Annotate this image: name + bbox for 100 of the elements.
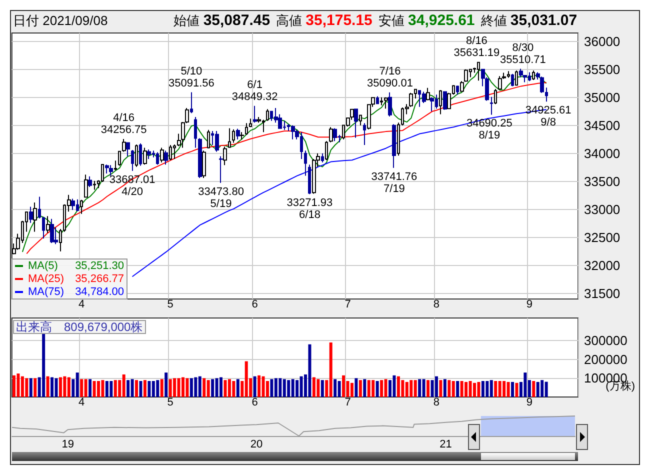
candlestick xyxy=(215,130,219,152)
bar xyxy=(498,381,502,397)
y-tick-label: 32000 xyxy=(584,258,620,273)
bar xyxy=(511,382,514,397)
bar xyxy=(392,375,396,397)
bar xyxy=(282,379,286,397)
candlestick xyxy=(245,122,248,136)
x-tick-label: 4 xyxy=(78,396,85,408)
bar xyxy=(186,378,189,397)
bar xyxy=(29,378,32,397)
bar xyxy=(42,332,46,397)
annotation: 33271.93 6/18 xyxy=(286,197,333,222)
bar xyxy=(506,382,510,397)
x-tick-label: 4 xyxy=(78,298,85,310)
candlestick xyxy=(131,150,134,172)
x-tick-label: 21 xyxy=(440,438,452,450)
bar xyxy=(34,378,37,397)
bar xyxy=(258,375,261,397)
x-tick-label: 7 xyxy=(344,396,351,408)
legend-label: MA(75) 34,784.00 xyxy=(28,286,124,298)
bar xyxy=(25,378,28,397)
annotation: 34925.61 9/8 xyxy=(525,104,572,129)
bar xyxy=(152,381,155,397)
candlestick xyxy=(460,80,464,92)
bar xyxy=(270,379,274,397)
bar xyxy=(88,379,92,397)
bar xyxy=(177,378,180,397)
candlestick xyxy=(223,146,227,166)
bar xyxy=(342,375,346,397)
candlestick xyxy=(135,144,138,168)
bar xyxy=(164,372,168,397)
bar xyxy=(220,377,223,397)
candlestick xyxy=(164,150,168,166)
bar xyxy=(380,380,384,397)
candlestick xyxy=(139,142,142,166)
candlestick xyxy=(511,73,514,87)
bar xyxy=(494,381,498,397)
bar xyxy=(130,379,134,397)
bar xyxy=(405,382,408,397)
bar xyxy=(358,380,362,397)
annotation: 33741.76 7/19 xyxy=(371,170,418,195)
candlestick xyxy=(147,148,151,160)
bar xyxy=(194,377,198,397)
candlestick xyxy=(160,147,164,163)
bar xyxy=(139,381,142,397)
candlestick xyxy=(29,206,33,224)
x-tick-label: 6 xyxy=(252,298,258,310)
bar xyxy=(181,377,184,397)
candlestick xyxy=(253,105,257,124)
text: MA(5) 35,251.30 xyxy=(28,260,124,272)
candlestick xyxy=(126,142,130,157)
candlestick xyxy=(430,96,434,112)
annotation: 33473.80 5/19 xyxy=(198,186,244,210)
bar xyxy=(54,378,58,397)
candlestick xyxy=(232,128,235,144)
candlestick xyxy=(202,150,206,179)
candlestick xyxy=(477,62,480,82)
candlestick xyxy=(329,126,333,143)
candlestick xyxy=(266,108,269,122)
bar xyxy=(287,380,290,397)
bar xyxy=(456,381,460,397)
x-tick-label: 9 xyxy=(526,298,532,310)
candlestick xyxy=(291,124,295,140)
candlestick xyxy=(456,85,459,96)
candlestick xyxy=(143,147,147,166)
candlestick xyxy=(207,129,210,149)
bar xyxy=(262,376,265,397)
y-tick-label: 32500 xyxy=(584,230,620,245)
bar xyxy=(401,380,404,397)
bar xyxy=(232,381,236,397)
candlestick xyxy=(156,152,159,166)
candlestick xyxy=(333,128,337,142)
bar xyxy=(396,376,400,397)
bar xyxy=(434,376,438,397)
annotation: 8/30 35510.71 xyxy=(500,42,546,66)
bar xyxy=(464,382,468,397)
x-tick-label: 19 xyxy=(62,438,74,450)
candlestick xyxy=(325,140,328,161)
bar xyxy=(126,380,130,397)
bar xyxy=(244,361,248,397)
bar xyxy=(84,379,88,397)
bar xyxy=(448,380,451,397)
bar xyxy=(418,379,422,397)
x-tick-label: 9 xyxy=(526,396,532,408)
bar xyxy=(190,378,193,397)
bar xyxy=(206,380,210,397)
candlestick xyxy=(190,92,193,114)
candlestick xyxy=(219,156,223,184)
candlestick xyxy=(308,164,311,195)
candlestick xyxy=(426,87,430,101)
x-tick-label: 8 xyxy=(433,298,440,310)
candlestick xyxy=(46,216,50,234)
candlestick xyxy=(33,202,37,232)
candlestick xyxy=(173,144,176,160)
bar xyxy=(532,381,536,397)
bar xyxy=(486,381,489,397)
annotation: 34690.25 8/19 xyxy=(466,118,512,142)
bar xyxy=(20,376,24,397)
bar xyxy=(316,379,320,397)
bar xyxy=(468,381,472,397)
